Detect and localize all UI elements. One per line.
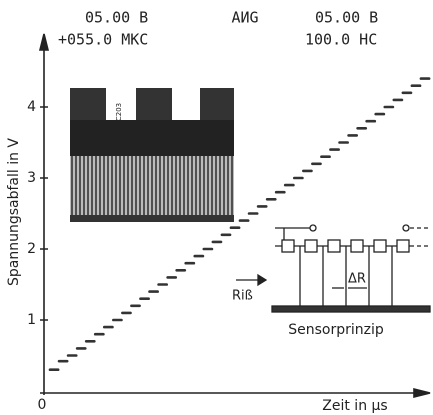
chart: C203 Riß ΔR Sensorprinzip Spannungsabfal…: [0, 0, 433, 415]
crack-label: Riß: [232, 289, 253, 304]
y-tick-label: 0: [38, 397, 47, 413]
y-tick-label: 1: [27, 312, 36, 328]
sensor-diagram: [236, 225, 430, 312]
scope-readout: AИG: [231, 9, 258, 27]
scope-readout: 05.00 B: [315, 9, 378, 27]
sensor-photo: [70, 88, 234, 222]
y-axis-label: Spannungsabfall in V: [6, 138, 22, 286]
scope-readout: 05.00 B: [85, 9, 148, 27]
scope-readout: 100.0 HC: [305, 31, 377, 49]
page: {"chart_data": { "type": "step", "header…: [0, 0, 433, 415]
y-tick-label: 4: [27, 99, 36, 115]
chip-label: C203: [115, 103, 123, 121]
scope-readout: +055.0 MKC: [58, 31, 148, 49]
y-tick-label: 3: [27, 170, 36, 186]
delta-r-label: ΔR: [348, 272, 366, 287]
x-axis-label: Zeit in µs: [322, 398, 387, 414]
y-tick-label: 2: [27, 241, 36, 257]
caption: Sensorprinzip: [288, 322, 384, 338]
